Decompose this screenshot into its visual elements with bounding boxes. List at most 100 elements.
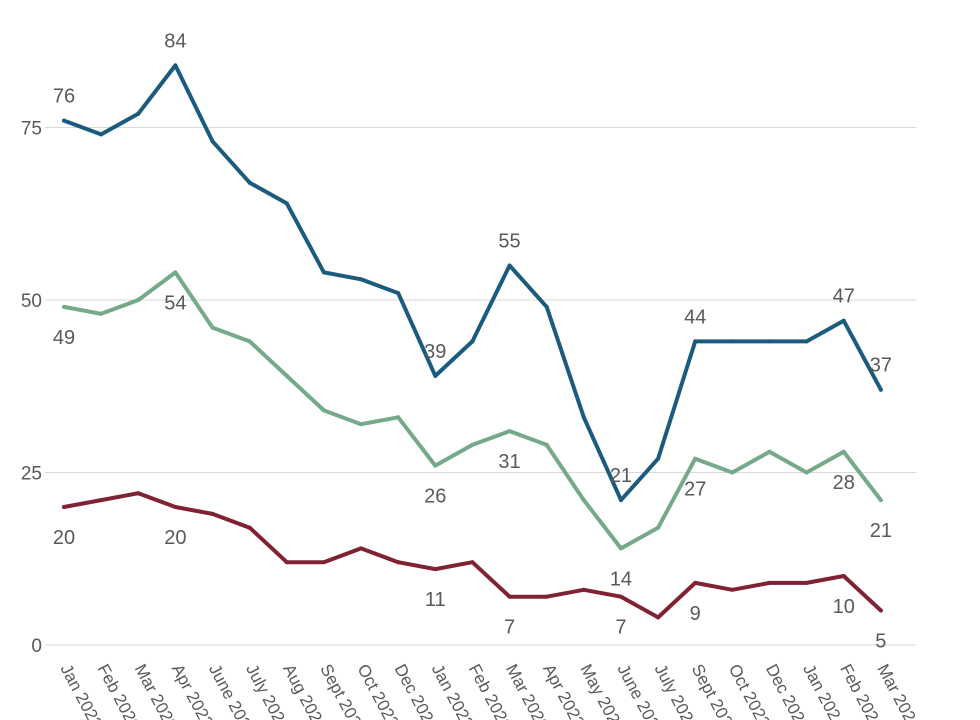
data-point <box>841 318 846 323</box>
y-tick-label: 75 <box>21 119 42 140</box>
data-point <box>581 498 586 503</box>
data-point <box>804 580 809 585</box>
data-point <box>396 291 401 296</box>
data-point <box>99 311 104 316</box>
data-labels: 76 84 39 55 21 44 47 37 49 54 26 31 14 27 28 21 20 20 11 7 7… <box>53 30 892 652</box>
data-label: 54 <box>164 292 186 314</box>
data-point <box>841 574 846 578</box>
data-point <box>136 298 141 302</box>
data-label: 84 <box>164 30 186 52</box>
data-point <box>247 525 252 530</box>
data-point <box>396 415 401 420</box>
data-label: 9 <box>690 603 701 625</box>
data-point <box>767 580 772 585</box>
data-point <box>878 387 883 392</box>
data-point <box>656 525 661 530</box>
data-point <box>99 498 104 503</box>
data-point <box>507 263 512 268</box>
data-point <box>173 63 178 68</box>
data-point <box>62 118 66 123</box>
data-label: 5 <box>875 631 886 653</box>
data-point <box>359 277 364 282</box>
data-point <box>247 180 252 185</box>
data-point <box>470 339 475 344</box>
data-point <box>359 422 364 427</box>
data-point <box>396 560 401 565</box>
y-axis-ticks: 0 25 50 75 <box>21 119 42 658</box>
data-label: 11 <box>425 589 446 611</box>
data-point <box>878 608 883 613</box>
data-point <box>767 339 772 344</box>
data-point <box>507 429 512 434</box>
data-point <box>507 594 512 599</box>
data-point <box>618 594 623 599</box>
data-label: 14 <box>610 568 632 590</box>
data-label: 44 <box>684 306 706 328</box>
series-line-3 <box>62 491 883 620</box>
data-point <box>470 560 475 565</box>
data-point <box>656 615 661 620</box>
data-point <box>581 587 586 592</box>
data-point <box>62 304 66 309</box>
data-point <box>284 373 289 378</box>
data-point <box>321 560 326 565</box>
data-point <box>730 470 735 475</box>
data-point <box>693 456 698 461</box>
data-label: 20 <box>164 527 186 549</box>
data-label: 31 <box>498 451 520 473</box>
data-point <box>470 442 475 447</box>
data-point <box>730 587 735 592</box>
data-label: 10 <box>833 596 855 618</box>
data-point <box>767 449 772 454</box>
data-point <box>433 463 438 468</box>
data-point <box>841 449 846 454</box>
data-point <box>284 201 289 206</box>
series-line-2 <box>62 270 883 551</box>
data-label: 37 <box>870 355 892 377</box>
data-label: 20 <box>53 527 75 549</box>
data-label: 7 <box>615 617 626 639</box>
y-tick-label: 50 <box>21 291 42 312</box>
data-label: 21 <box>610 465 632 487</box>
series-line-1 <box>62 63 883 503</box>
data-label: 76 <box>53 86 75 108</box>
data-point <box>544 594 549 599</box>
data-point <box>544 304 549 309</box>
data-point <box>693 339 698 344</box>
data-point <box>99 132 104 137</box>
data-label: 49 <box>53 327 75 349</box>
data-label: 55 <box>498 231 520 253</box>
data-point <box>136 111 141 116</box>
data-point <box>321 270 326 275</box>
data-point <box>173 270 178 275</box>
data-label: 27 <box>684 479 706 501</box>
data-point <box>544 442 549 447</box>
gridlines <box>45 127 916 646</box>
data-point <box>359 546 364 551</box>
data-point <box>284 560 289 565</box>
data-point <box>804 470 809 475</box>
data-label: 7 <box>504 617 515 639</box>
data-point <box>618 546 623 551</box>
data-point <box>210 325 215 330</box>
data-point <box>247 339 252 344</box>
data-point <box>433 373 438 378</box>
data-label: 47 <box>833 286 855 308</box>
series-lines <box>62 63 883 620</box>
data-point <box>136 491 141 496</box>
data-point <box>210 511 215 516</box>
data-point <box>62 505 66 509</box>
data-point <box>878 498 883 503</box>
data-point <box>730 339 735 344</box>
data-point <box>433 567 438 572</box>
data-point <box>618 498 623 503</box>
y-tick-label: 25 <box>21 464 42 485</box>
data-point <box>321 408 326 413</box>
data-label: 21 <box>870 520 892 542</box>
data-point <box>804 339 809 344</box>
data-point <box>656 456 661 461</box>
data-label: 28 <box>833 472 855 494</box>
y-tick-label: 0 <box>31 636 42 657</box>
